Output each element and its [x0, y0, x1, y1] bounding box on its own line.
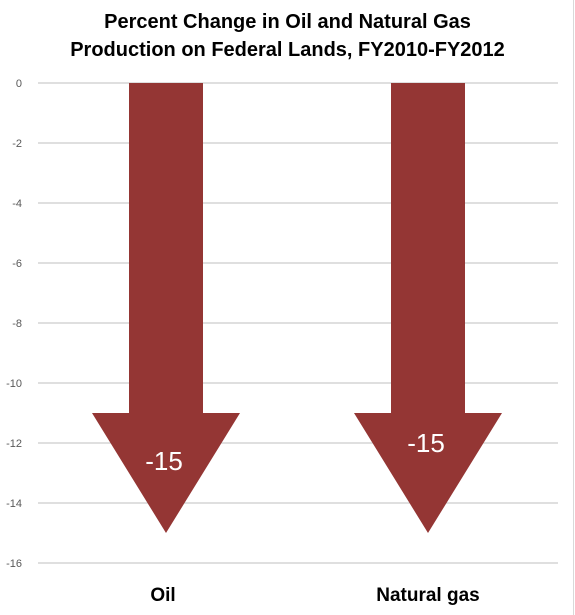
data-label: -15 [407, 428, 445, 458]
gridlines [38, 82, 558, 564]
x-category-label: Oil [150, 585, 175, 606]
chart-title: Percent Change in Oil and Natural Gas Pr… [0, 8, 575, 64]
data-label: -15 [145, 446, 183, 476]
y-tick-label: -8 [12, 318, 22, 330]
bars [92, 83, 502, 533]
y-tick-label: -14 [6, 498, 22, 510]
y-axis-ticks: 0 -2 -4 -6 -8 -10 -12 -14 -16 [6, 78, 22, 570]
y-tick-label: -6 [12, 258, 22, 270]
y-tick-label: 0 [16, 78, 22, 90]
x-category-label: Natural gas [376, 585, 479, 606]
data-labels: -15 -15 [145, 428, 445, 476]
chart-title-line-1: Percent Change in Oil and Natural Gas [104, 11, 471, 33]
arrow-bar-oil [92, 83, 240, 533]
y-tick-label: -12 [6, 438, 22, 450]
y-tick-label: -4 [12, 198, 22, 210]
y-tick-label: -16 [6, 558, 22, 570]
x-axis-categories: Oil Natural gas [150, 585, 479, 606]
frame-edge [573, 0, 574, 615]
y-tick-label: -2 [12, 138, 22, 150]
chart-title-line-2: Production on Federal Lands, FY2010-FY20… [70, 39, 505, 61]
arrow-bar-natural-gas [354, 83, 502, 533]
y-tick-label: -10 [6, 378, 22, 390]
